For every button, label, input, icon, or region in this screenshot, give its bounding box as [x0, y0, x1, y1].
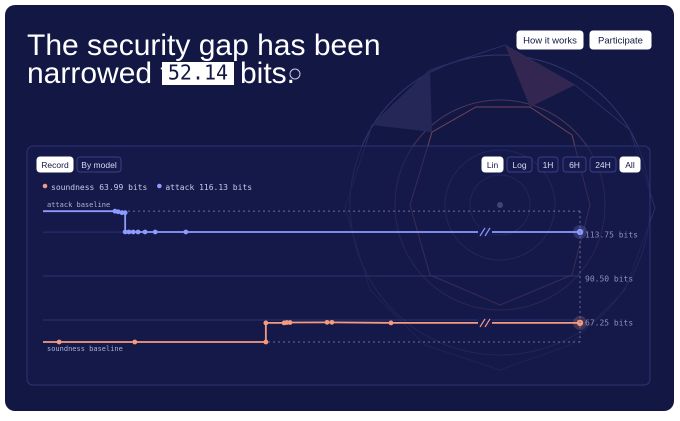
button[interactable] — [481, 156, 504, 173]
chart-card — [26, 145, 651, 386]
point — [263, 339, 269, 345]
button-label[interactable]: Log — [512, 160, 526, 170]
point — [122, 229, 128, 235]
button[interactable] — [589, 156, 617, 173]
button-label[interactable]: 6H — [569, 160, 580, 170]
point — [56, 339, 62, 345]
button[interactable] — [537, 156, 559, 173]
legend-entry: attack 116.13 bits — [165, 183, 252, 192]
axis-break-bg — [478, 225, 492, 238]
point — [132, 339, 138, 345]
gap-value: 52.14 — [168, 61, 228, 85]
legend-entry: soundness 63.99 bits — [51, 183, 148, 192]
point — [183, 229, 189, 235]
button[interactable] — [76, 156, 122, 173]
y-tick-label: 113.75 bits — [585, 231, 638, 240]
point — [142, 229, 148, 235]
point — [130, 229, 136, 235]
title-line: The security gap has been — [27, 29, 381, 62]
button[interactable] — [36, 156, 74, 173]
point — [324, 319, 330, 325]
gap-box — [162, 62, 234, 85]
button[interactable] — [506, 156, 533, 173]
button-label[interactable]: 1H — [543, 160, 554, 170]
annotation: attack baseline — [47, 201, 110, 209]
button-label[interactable]: How it works — [523, 36, 577, 47]
gap-unit: bits. — [240, 57, 295, 90]
button-label[interactable]: All — [625, 160, 635, 170]
point — [388, 320, 394, 326]
point — [122, 210, 128, 216]
button-label[interactable]: Record — [41, 160, 69, 170]
legend-dot — [157, 183, 162, 189]
point — [135, 229, 141, 235]
legend-dot — [42, 183, 48, 189]
legend-name: soundness — [51, 183, 95, 192]
button[interactable] — [516, 30, 584, 50]
point — [329, 319, 335, 325]
button-label[interactable]: By model — [81, 160, 117, 170]
axis-break-bg — [478, 316, 492, 329]
button-label[interactable]: Lin — [487, 160, 499, 170]
y-tick-label: 67.25 bits — [585, 318, 633, 327]
legend-value: 63.99 bits — [99, 183, 147, 192]
point — [263, 320, 269, 326]
legend-value: 116.13 bits — [199, 183, 252, 192]
point — [152, 229, 158, 235]
button-label[interactable]: 24H — [595, 160, 611, 170]
y-tick-label: 90.50 bits — [585, 275, 633, 284]
button[interactable] — [619, 156, 641, 173]
annotation: soundness baseline — [47, 345, 123, 353]
button-label[interactable]: Participate — [598, 36, 643, 47]
axis-break — [479, 227, 491, 237]
button[interactable] — [589, 30, 652, 50]
info-icon[interactable] — [289, 68, 301, 80]
button[interactable] — [562, 156, 587, 173]
legend-name: attack — [165, 183, 194, 192]
point — [115, 209, 121, 215]
point — [287, 320, 293, 325]
point — [126, 229, 132, 235]
axis-break — [479, 318, 491, 328]
title-line: narrowed to — [27, 57, 185, 90]
